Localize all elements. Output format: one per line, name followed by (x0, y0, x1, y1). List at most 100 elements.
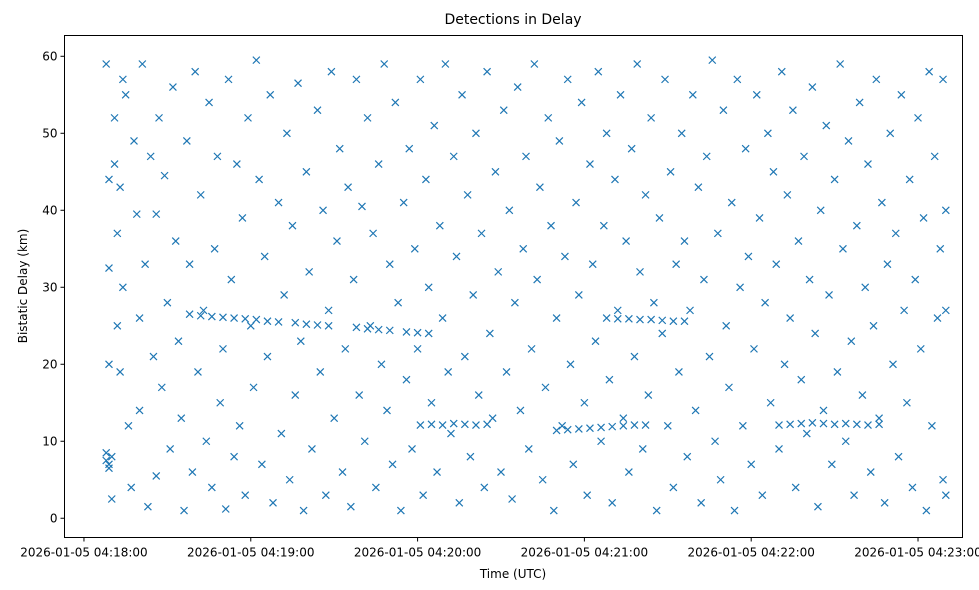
data-point (630, 352, 639, 361)
data-point (769, 167, 778, 176)
data-point (252, 56, 261, 65)
data-point (574, 425, 583, 433)
data-point (825, 291, 833, 299)
data-point (438, 421, 447, 430)
data-point (355, 391, 364, 399)
data-point (219, 313, 227, 322)
data-point (143, 502, 152, 511)
data-point (780, 360, 789, 369)
x-tick-label: 2026-01-05 04:20:00 (354, 546, 481, 560)
data-point (185, 310, 194, 319)
data-point (647, 315, 656, 324)
data-point (641, 190, 650, 199)
data-point (349, 275, 358, 284)
data-point (797, 375, 806, 384)
data-point (491, 167, 500, 176)
data-point (641, 421, 650, 430)
data-point (533, 275, 542, 284)
data-point (124, 421, 133, 430)
data-point (661, 75, 669, 84)
data-point (786, 420, 795, 429)
data-point (455, 498, 464, 507)
data-point (219, 344, 227, 353)
data-point (727, 198, 736, 207)
data-point (313, 321, 322, 329)
data-point (855, 98, 864, 107)
data-point (697, 498, 706, 507)
data-point (207, 483, 216, 492)
data-point (624, 314, 633, 323)
data-point (602, 314, 611, 322)
data-point (939, 475, 947, 484)
data-point (188, 468, 197, 476)
data-point (205, 98, 213, 107)
data-point (405, 144, 414, 153)
data-point (377, 360, 386, 369)
data-point (883, 260, 892, 269)
data-point (399, 198, 408, 207)
data-point (658, 329, 667, 338)
data-point (302, 320, 311, 329)
data-point (410, 244, 419, 253)
data-point (800, 152, 808, 161)
y-tick-label: 60 (42, 49, 57, 63)
data-point (822, 121, 831, 130)
data-point (702, 152, 711, 161)
data-point (118, 75, 127, 84)
data-point (118, 283, 127, 292)
data-point (160, 171, 169, 180)
data-point (864, 421, 872, 430)
data-point (105, 264, 113, 272)
data-point (246, 321, 255, 330)
data-point (291, 391, 300, 399)
data-point (900, 306, 909, 315)
data-point (435, 221, 444, 230)
data-point (936, 244, 945, 253)
data-point (110, 113, 119, 122)
data-point (619, 414, 628, 423)
data-point (385, 260, 394, 269)
data-point (941, 491, 950, 500)
data-point (474, 391, 483, 399)
data-point (905, 175, 914, 184)
data-point (488, 414, 497, 423)
data-point (649, 298, 658, 307)
data-point (869, 321, 878, 330)
data-point (241, 314, 250, 323)
data-point (588, 260, 597, 269)
data-point (830, 420, 839, 429)
data-point (224, 75, 233, 84)
data-point (394, 298, 403, 307)
data-point (561, 252, 569, 261)
data-point (291, 318, 300, 327)
data-point (157, 383, 166, 392)
data-point (891, 229, 900, 238)
data-point (591, 337, 600, 346)
data-point (352, 323, 361, 332)
data-point (363, 113, 372, 122)
data-point (505, 206, 514, 215)
data-point (775, 445, 783, 453)
data-point (624, 468, 633, 476)
data-point (613, 314, 622, 323)
data-point (232, 160, 241, 169)
data-point (513, 83, 522, 92)
data-point (299, 506, 308, 515)
data-point (116, 368, 125, 376)
data-point (752, 90, 761, 99)
data-point (802, 429, 811, 438)
data-point (363, 324, 372, 333)
data-point (722, 321, 731, 330)
data-point (535, 183, 544, 192)
data-point (110, 160, 119, 169)
data-point (805, 275, 814, 284)
data-point (421, 175, 430, 184)
data-point (472, 129, 480, 138)
data-point (522, 152, 530, 161)
data-point (602, 129, 611, 138)
data-point (427, 420, 436, 429)
data-point (241, 491, 250, 500)
data-point (775, 421, 783, 430)
data-point (383, 406, 391, 415)
